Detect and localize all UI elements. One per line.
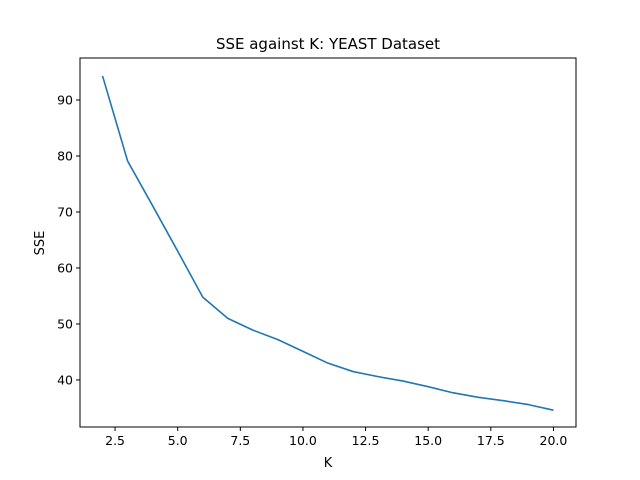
y-axis-label: SSE (33, 231, 48, 256)
x-tick-label: 2.5 (105, 433, 125, 448)
x-axis-ticks: 2.5 5.0 7.5 10.0 12.5 15.0 17.5 20.0 (105, 427, 567, 448)
y-tick-label: 70 (57, 204, 73, 219)
x-axis-label: K (324, 456, 333, 471)
x-tick-label: 7.5 (230, 433, 250, 448)
x-tick-label: 10.0 (289, 433, 317, 448)
y-tick-label: 50 (57, 316, 73, 331)
plot-layer (101, 75, 554, 411)
plot-frame (79, 57, 577, 428)
x-tick-label: 12.5 (352, 433, 380, 448)
y-tick-label: 60 (57, 260, 73, 275)
chart-title: SSE against K: YEAST Dataset (216, 35, 440, 53)
series-line-0 (101, 75, 554, 411)
y-axis-ticks: 40 50 60 70 80 90 (57, 92, 80, 387)
x-tick-label: 5.0 (168, 433, 188, 448)
y-tick-label: 90 (57, 92, 73, 107)
x-tick-label: 17.5 (477, 433, 505, 448)
x-tick-label: 15.0 (414, 433, 442, 448)
y-tick-label: 40 (57, 372, 73, 387)
x-tick-label: 20.0 (540, 433, 568, 448)
y-tick-label: 80 (57, 148, 73, 163)
